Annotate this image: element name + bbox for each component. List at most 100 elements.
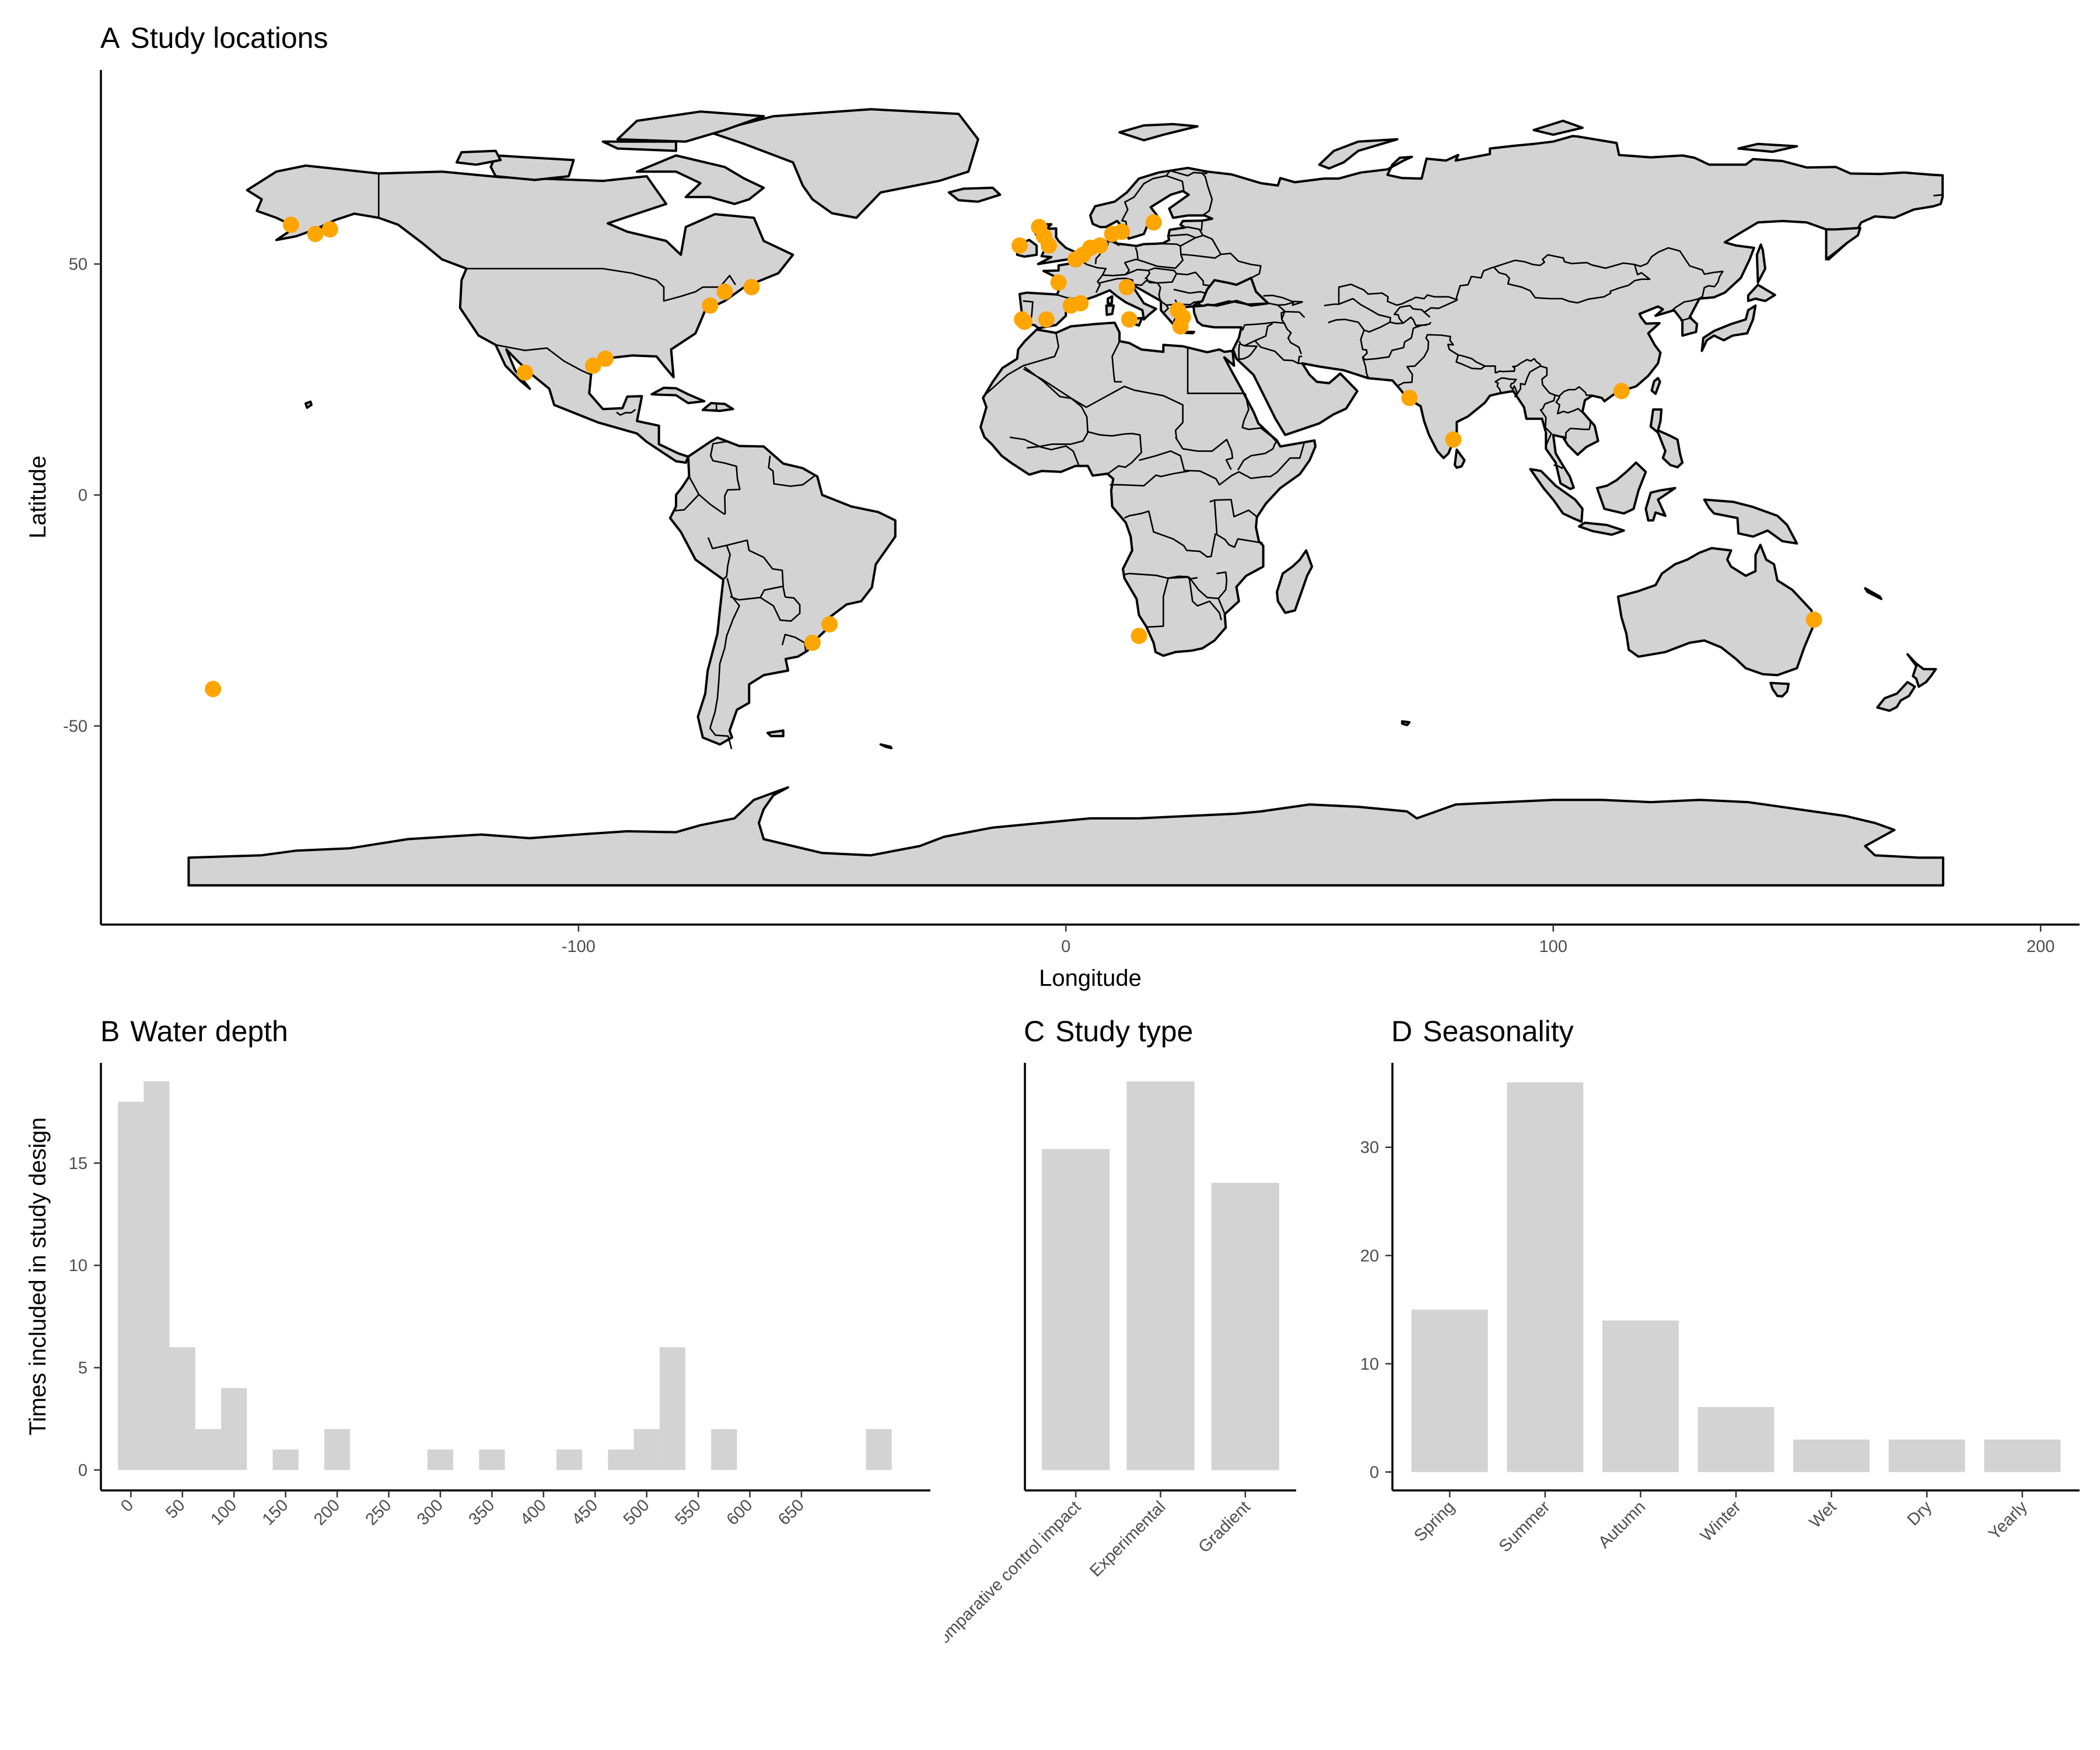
study-location-points	[205, 214, 1822, 698]
seasonality-y-tick-label: 30	[1360, 1139, 1379, 1157]
landmass-kerguelen	[1401, 720, 1411, 726]
country-border	[709, 440, 741, 514]
country-border	[1680, 316, 1692, 322]
seasonality-y-tick-label: 10	[1360, 1355, 1379, 1374]
histogram-bar	[118, 1101, 144, 1470]
landmass-devon-island	[601, 140, 677, 152]
country-border	[1493, 254, 1635, 269]
seasonality-x-tick-label: Summer	[1496, 1497, 1554, 1556]
landmass-baffin-island	[636, 154, 765, 205]
country-border	[1216, 571, 1228, 599]
study-location-point	[307, 226, 324, 243]
country-border	[730, 586, 783, 601]
country-border	[1173, 288, 1206, 294]
country-border	[1188, 577, 1222, 621]
study-location-point	[1038, 311, 1055, 328]
study-location-point	[1118, 279, 1135, 296]
histogram-bar	[195, 1429, 222, 1470]
landmass-antarctica	[187, 786, 1945, 887]
study-location-point	[584, 357, 601, 374]
panel-b-y-tick-label: 15	[69, 1154, 88, 1173]
histogram-bar	[221, 1388, 247, 1470]
country-border	[1540, 365, 1591, 440]
landmass-svalbard	[1118, 123, 1199, 142]
histogram-bar	[144, 1081, 170, 1470]
seasonality-x-tick-label: Autumn	[1595, 1497, 1649, 1552]
country-border	[1362, 357, 1370, 379]
study-type-bars	[1042, 1081, 1279, 1471]
country-border	[1278, 301, 1303, 306]
country-border	[1539, 395, 1556, 447]
country-border	[1423, 266, 1494, 313]
landmass-hokkaido	[1746, 284, 1776, 302]
panel-b-x-tick-label: 500	[620, 1496, 653, 1529]
landmass-hawaii-big	[304, 400, 313, 409]
seasonality-y-tick-label: 20	[1360, 1247, 1379, 1265]
seasonality-bar	[1411, 1310, 1488, 1472]
country-border	[1186, 348, 1245, 394]
country-border	[1338, 298, 1391, 323]
country-border	[1124, 510, 1216, 558]
landmass-corsica	[1107, 295, 1114, 305]
country-border	[1244, 323, 1273, 346]
country-border	[1023, 368, 1184, 439]
study-location-point	[1091, 237, 1108, 254]
country-border	[1364, 316, 1427, 333]
study-type-x-tick-label: Experimental	[1086, 1497, 1169, 1580]
country-border	[982, 328, 1059, 397]
panel-b-x-tick-label: 400	[517, 1496, 550, 1529]
country-border	[1175, 436, 1234, 470]
panel-a-study-locations: A Study locations -100 0 100 200 -50 0 50 Longi…	[25, 22, 2080, 991]
country-border	[1171, 226, 1204, 236]
landmass-cuba	[650, 386, 706, 404]
country-border	[1213, 500, 1264, 548]
country-border	[1121, 170, 1208, 235]
landmass-falklands	[766, 729, 785, 737]
landmass-java	[1578, 522, 1625, 536]
country-border	[1202, 173, 1213, 216]
country-border	[1297, 355, 1303, 364]
landmass-tasmania	[1769, 681, 1790, 698]
country-border	[1168, 233, 1196, 239]
country-border	[1493, 264, 1651, 304]
landmass-ellesmere-island	[616, 110, 765, 143]
panel-b-x-tick-label: 0	[117, 1496, 137, 1516]
country-border	[1283, 323, 1303, 355]
panel-c-study-type: C Study type Comparative control impact Ex…	[926, 1015, 1296, 1657]
study-type-x-tick-label: Comparative control impact	[926, 1497, 1084, 1656]
panel-b-y-tick-label: 5	[78, 1359, 88, 1378]
landmass-sulawesi	[1644, 487, 1676, 522]
study-type-bar	[1042, 1149, 1110, 1471]
histogram-bar	[427, 1449, 453, 1470]
country-border	[674, 476, 700, 512]
panel-b-x-tick-label: 300	[414, 1496, 447, 1529]
seasonality-x-tick-label: Wet	[1806, 1497, 1840, 1532]
seasonality-x-tick-label: Yearly	[1985, 1497, 2031, 1544]
panel-a-x-tick-label: 0	[1061, 937, 1070, 956]
histogram-bar	[866, 1429, 892, 1470]
country-border	[704, 404, 718, 411]
study-location-point	[1072, 295, 1089, 312]
country-border	[1494, 377, 1518, 398]
histogram-bar	[659, 1347, 685, 1470]
country-border	[709, 578, 740, 750]
panel-a-x-label: Longitude	[1039, 965, 1142, 991]
study-location-point	[597, 350, 614, 367]
landmass-hispaniola	[701, 402, 734, 412]
histogram-bar	[608, 1449, 634, 1470]
country-border	[1176, 271, 1210, 287]
panel-b-x-tick-label: 550	[671, 1496, 705, 1529]
histogram-bar	[556, 1449, 583, 1470]
study-location-point	[516, 364, 533, 381]
seasonality-bar	[1984, 1439, 2061, 1472]
study-location-point	[1114, 223, 1130, 240]
country-border	[616, 408, 636, 416]
study-location-point	[1145, 214, 1162, 231]
landmass-novaya-zemlya	[1318, 138, 1399, 170]
study-location-point	[1613, 383, 1630, 400]
landmass-eurasia	[1018, 135, 1944, 491]
landmass-new-zealand-north	[1906, 653, 1937, 688]
study-location-point	[1011, 237, 1028, 254]
panel-b-x-tick-label: 250	[362, 1496, 396, 1529]
landmass-philippines	[1649, 408, 1684, 468]
